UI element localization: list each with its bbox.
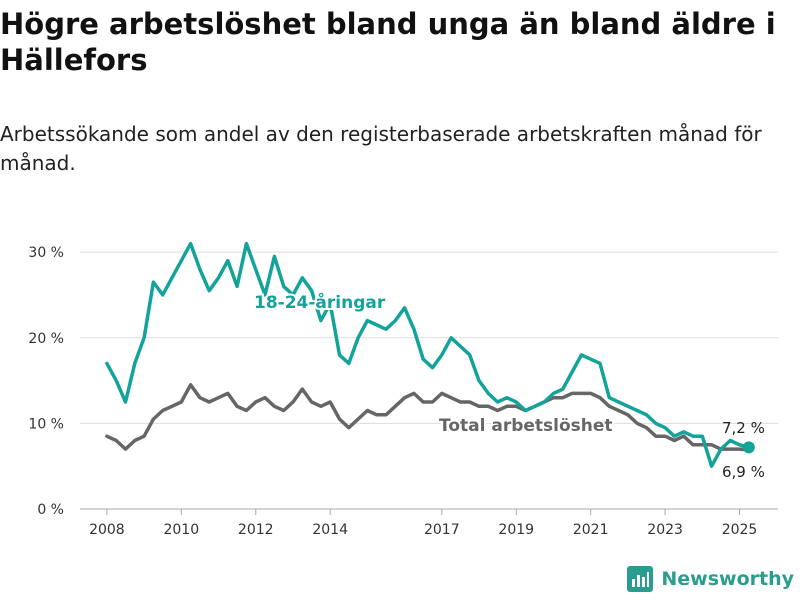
x-tick-label: 2017 bbox=[424, 522, 460, 538]
y-tick-label: 30 % bbox=[28, 245, 64, 261]
y-tick-label: 20 % bbox=[28, 331, 64, 347]
x-tick-label: 2025 bbox=[722, 522, 758, 538]
y-tick-label: 0 % bbox=[37, 502, 64, 518]
x-tick-label: 2019 bbox=[498, 522, 534, 538]
x-tick-label: 2008 bbox=[89, 522, 125, 538]
x-tick-label: 2012 bbox=[238, 522, 274, 538]
youth-end-value-label: 7,2 % bbox=[722, 419, 765, 437]
newsworthy-logo-icon bbox=[627, 566, 654, 592]
brand-name: Newsworthy bbox=[661, 568, 794, 590]
total-series-label: Total arbetslöshet bbox=[439, 416, 613, 436]
x-tick-label: 2014 bbox=[312, 522, 348, 538]
total-end-value-label: 6,9 % bbox=[722, 463, 765, 481]
total-series-line bbox=[105, 383, 751, 452]
x-tick-label: 2023 bbox=[647, 522, 683, 538]
youth-series-label: 18-24-åringar bbox=[254, 291, 386, 313]
x-tick-label: 2010 bbox=[163, 522, 199, 538]
youth-series-end-dot bbox=[742, 441, 755, 454]
x-tick-label: 2021 bbox=[573, 522, 609, 538]
newsworthy-logo: Newsworthy bbox=[627, 566, 794, 592]
chart-title: Högre arbetslöshet bland unga än bland ä… bbox=[0, 7, 776, 77]
youth-series-line bbox=[105, 241, 751, 468]
y-tick-label: 10 % bbox=[28, 416, 64, 432]
chart-subtitle: Arbetssökande som andel av den registerb… bbox=[0, 122, 762, 175]
